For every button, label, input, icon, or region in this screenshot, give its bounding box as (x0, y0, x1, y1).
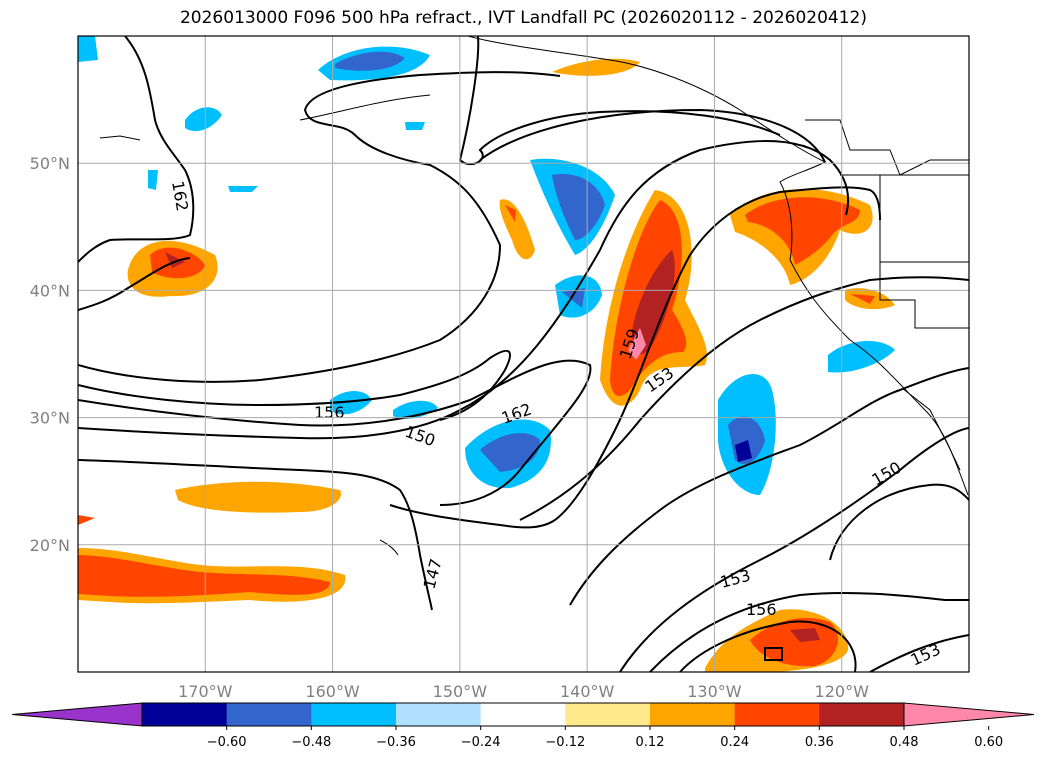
colorbar-tick-label: −0.36 (376, 735, 416, 750)
colorbar-outline (141, 702, 905, 727)
latitude-label: 20°N (30, 536, 70, 555)
latitude-labels: 50°N 40°N 30°N 20°N (30, 154, 70, 555)
colorbar-segment (480, 703, 566, 726)
colorbar-tick-label: −0.12 (545, 735, 585, 750)
map-panel: 162 156 150 162 159 153 150 147 153 156 … (78, 36, 969, 672)
colorbar-extend-high (903, 702, 1035, 727)
longitude-label: 170°W (178, 682, 233, 701)
colorbar-tick-label: 0.48 (890, 735, 919, 750)
colorbar-tick-label: −0.48 (291, 735, 331, 750)
latitude-label: 40°N (30, 281, 70, 300)
colorbar-segment (565, 703, 651, 726)
longitude-label: 150°W (433, 682, 488, 701)
latitude-label: 30°N (30, 409, 70, 428)
colorbar-extend-low (11, 702, 143, 727)
height-contours (78, 36, 969, 672)
longitude-labels: 170°W 160°W 150°W 140°W 130°W 120°W (178, 682, 869, 701)
chart-title: 2026013000 F096 500 hPa refract., IVT La… (179, 8, 867, 28)
colorbar-segment (734, 703, 820, 726)
colorbar-tick-label: 0.12 (636, 735, 665, 750)
latitude-label: 50°N (30, 154, 70, 173)
colorbar-tick-label: −0.60 (207, 735, 247, 750)
gridlines (78, 36, 969, 672)
colorbar-tick-label: −0.24 (461, 735, 501, 750)
colorbar-segment (311, 703, 397, 726)
longitude-label: 130°W (687, 682, 742, 701)
colorbar-segment (226, 703, 312, 726)
colorbar-segment (650, 703, 736, 726)
longitude-label: 140°W (560, 682, 615, 701)
colorbar-tick-label: 0.24 (720, 735, 749, 750)
colorbar: −0.60 −0.48 −0.36 −0.24 −0.12 0.12 0.24 0.36 0.4… (11, 702, 1035, 750)
colorbar-segment (819, 703, 905, 726)
map-frame (77, 35, 970, 673)
colorbar-segment (142, 703, 228, 726)
longitude-label: 160°W (305, 682, 360, 701)
longitude-label: 120°W (815, 682, 870, 701)
contour-label: 156 (314, 403, 345, 422)
anomaly-shading (78, 36, 895, 672)
map-background (78, 36, 969, 672)
contour-label: 156 (746, 600, 777, 619)
colorbar-segment (396, 703, 482, 726)
colorbar-tick-label: 0.36 (805, 735, 834, 750)
colorbar-tick-label: 0.60 (974, 735, 1003, 750)
